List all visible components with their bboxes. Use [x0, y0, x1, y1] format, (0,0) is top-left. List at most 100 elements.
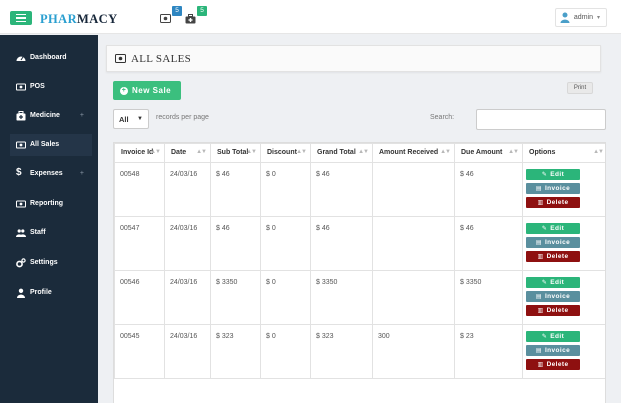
delete-button[interactable]: ▥ Delete — [526, 197, 580, 208]
sidebar-item-label: Staff — [30, 229, 46, 236]
column-header[interactable]: Date ▲▼ — [164, 143, 211, 163]
invoice-button[interactable]: ▤ Invoice — [526, 237, 580, 248]
column-header[interactable]: Grand Total ▲▼ — [310, 143, 373, 163]
table-cell: 00547 — [114, 216, 165, 271]
edit-button[interactable]: ✎ Edit — [526, 223, 580, 234]
medicine-notification[interactable]: 5 — [185, 6, 207, 26]
invoice-button[interactable]: ▤ Invoice — [526, 291, 580, 302]
table-cell: $ 46 — [210, 162, 261, 217]
table-cell: $ 46 — [454, 216, 523, 271]
sales-notification[interactable]: 5 — [160, 6, 182, 26]
invoice-button[interactable]: ▤ Invoice — [526, 345, 580, 356]
sidebar-item-staff[interactable]: Staff — [0, 222, 98, 244]
table-cell: $ 0 — [260, 216, 311, 271]
edit-icon: ✎ — [541, 172, 548, 178]
delete-button-label: Delete — [546, 253, 569, 260]
table-cell — [372, 216, 455, 271]
column-header[interactable]: Discount ▲▼ — [260, 143, 311, 163]
expand-plus-icon: + — [79, 170, 84, 177]
brand-logo[interactable]: PHARMACY — [40, 12, 118, 27]
chevron-down-icon: ▼ — [137, 116, 143, 122]
edit-button-label: Edit — [550, 171, 565, 178]
chevron-down-icon: ▾ — [596, 15, 600, 21]
table-row: 00547 24/03/16 $ 46 $ 0 $ 46 $ 46 ✎ Edit ▤ Invoic… — [114, 216, 605, 271]
table-cell: 24/03/16 — [164, 324, 211, 379]
column-header[interactable]: Amount Received ▲▼ — [372, 143, 455, 163]
search-label: Search: — [430, 114, 455, 121]
records-per-page-select[interactable]: All ▼ — [113, 109, 149, 129]
sidebar-item-dashboard[interactable]: Dashboard — [0, 47, 98, 69]
invoice-button-label: Invoice — [544, 239, 571, 246]
user-name: admin — [573, 14, 593, 21]
delete-button[interactable]: ▥ Delete — [526, 251, 580, 262]
sidebar-item-label: Profile — [30, 289, 52, 296]
table-cell — [372, 162, 455, 217]
sort-icon: ▲▼ — [246, 149, 257, 155]
file-icon: ▤ — [535, 294, 542, 300]
delete-button-label: Delete — [546, 307, 569, 314]
user-icon — [560, 12, 570, 23]
sidebar-item-reporting[interactable]: Reporting — [0, 193, 98, 215]
table-header-row: Invoice Id ▲▼ Date ▲▼ Sub Total ▲▼ Discount… — [114, 143, 605, 163]
table-row: 00545 24/03/16 $ 323 $ 0 $ 323 300 $ 23 ✎ Edit ▤ I… — [114, 324, 605, 379]
file-icon: ▤ — [535, 240, 542, 246]
table-cell: $ 3350 — [454, 270, 523, 325]
sidebar-item-medicine[interactable]: Medicine + — [0, 105, 98, 127]
sidebar-item-profile[interactable]: Profile — [0, 282, 98, 304]
sort-icon: ▲▼ — [508, 149, 519, 155]
table-cell: 24/03/16 — [164, 162, 211, 217]
table-cell: $ 323 — [310, 324, 373, 379]
medkit-icon — [185, 14, 196, 24]
column-header[interactable]: Options ▲▼ — [522, 143, 605, 163]
trash-icon: ▥ — [537, 254, 544, 260]
sales-table: Invoice Id ▲▼ Date ▲▼ Sub Total ▲▼ Discount… — [113, 142, 606, 403]
sidebar-toggle-button[interactable] — [10, 11, 32, 25]
edit-button[interactable]: ✎ Edit — [526, 277, 580, 288]
column-header[interactable]: Sub Total ▲▼ — [210, 143, 261, 163]
money-icon — [16, 83, 26, 91]
table-cell: $ 323 — [210, 324, 261, 379]
search-input[interactable] — [476, 109, 606, 130]
options-cell: ✎ Edit ▤ Invoice ▥ Delete — [522, 324, 605, 379]
invoice-button[interactable]: ▤ Invoice — [526, 183, 580, 194]
medkit-icon — [16, 111, 26, 121]
print-button[interactable]: Print — [567, 82, 593, 94]
sort-icon: ▲▼ — [593, 149, 604, 155]
sort-icon: ▲▼ — [296, 149, 307, 155]
sort-icon: ▲▼ — [440, 149, 451, 155]
main-content: ALL SALES + New Sale Print All ▼ records… — [98, 35, 621, 403]
delete-button-label: Delete — [546, 199, 569, 206]
sidebar-item-all-sales[interactable]: All Sales — [10, 134, 92, 156]
new-sale-button[interactable]: + New Sale — [113, 81, 181, 100]
sidebar-item-label: Reporting — [30, 200, 64, 207]
hamburger-icon — [16, 20, 26, 23]
delete-button[interactable]: ▥ Delete — [526, 305, 580, 316]
brand-part-1: PHAR — [40, 12, 78, 26]
page-header: ALL SALES — [106, 45, 601, 72]
edit-icon: ✎ — [541, 226, 548, 232]
money-icon — [16, 141, 26, 149]
money-icon — [16, 200, 26, 208]
edit-button-label: Edit — [550, 279, 565, 286]
table-cell: $ 0 — [260, 324, 311, 379]
records-per-page-label: records per page — [156, 114, 209, 121]
expand-plus-icon: + — [79, 112, 84, 119]
edit-button[interactable]: ✎ Edit — [526, 169, 580, 180]
user-menu[interactable]: admin ▾ — [554, 8, 607, 27]
sidebar-item-pos[interactable]: POS — [0, 76, 98, 98]
column-header[interactable]: Due Amount ▲▼ — [454, 143, 523, 163]
new-sale-label: New Sale — [132, 86, 172, 95]
column-header[interactable]: Invoice Id ▲▼ — [114, 143, 165, 163]
table-cell: 00545 — [114, 324, 165, 379]
sidebar-item-settings[interactable]: Settings — [0, 252, 98, 274]
user-icon — [17, 288, 25, 298]
table-cell — [372, 270, 455, 325]
records-per-page-value: All — [119, 115, 129, 124]
table-cell: $ 3350 — [210, 270, 261, 325]
edit-button[interactable]: ✎ Edit — [526, 331, 580, 342]
table-cell: $ 0 — [260, 270, 311, 325]
trash-icon: ▥ — [537, 362, 544, 368]
delete-button[interactable]: ▥ Delete — [526, 359, 580, 370]
table-cell: $ 23 — [454, 324, 523, 379]
sidebar-item-expenses[interactable]: $ Expenses + — [0, 163, 98, 185]
